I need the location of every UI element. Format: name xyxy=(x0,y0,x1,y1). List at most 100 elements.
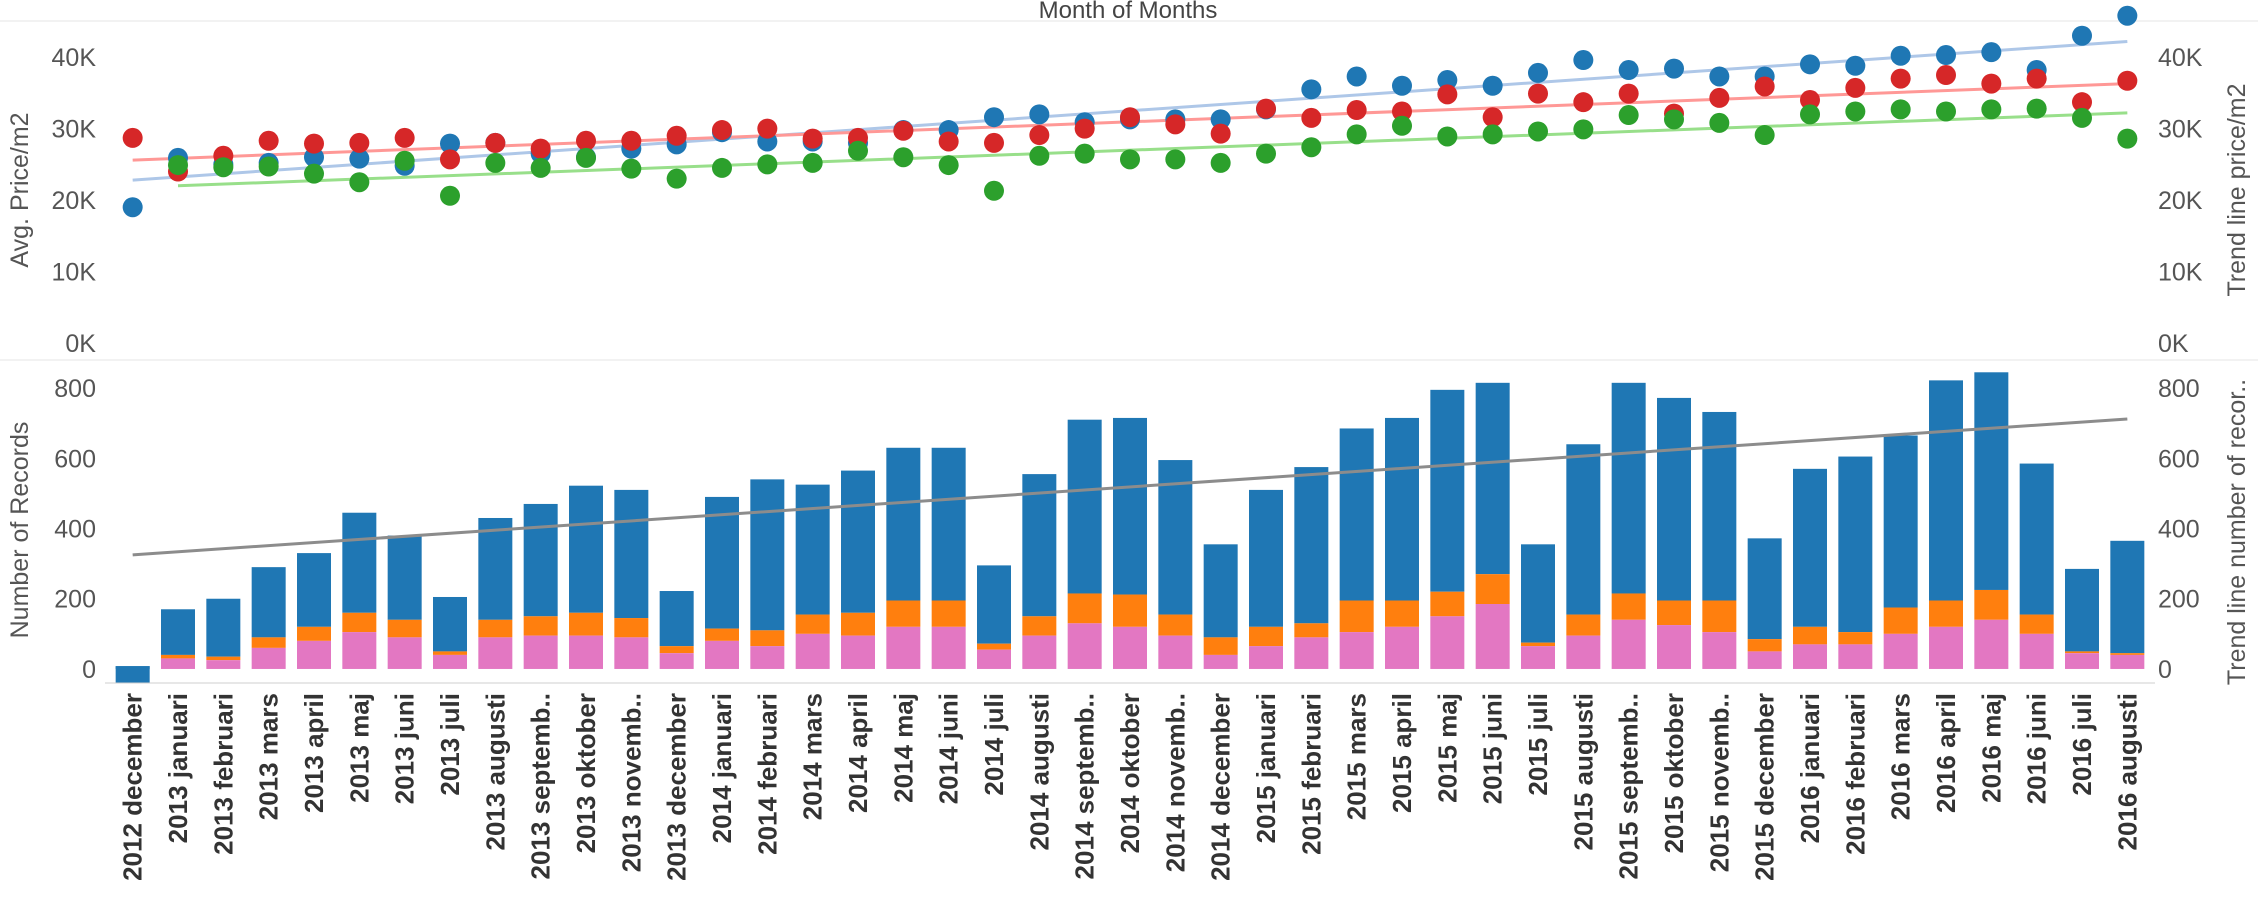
top-y-tick-label: 30K xyxy=(52,116,97,144)
x-tick-label: 2016 maj xyxy=(1976,693,2006,803)
bar-segment-blue xyxy=(1022,474,1057,617)
data-point-green xyxy=(2117,128,2138,149)
data-point-red xyxy=(1936,65,1956,86)
data-point-green xyxy=(621,158,642,179)
bar-segment-orange xyxy=(433,651,467,655)
bar-segment-pink xyxy=(795,633,830,669)
bar-segment-orange xyxy=(1249,626,1283,647)
bar-segment-orange xyxy=(1702,600,1737,633)
bar-segment-blue xyxy=(1203,544,1238,638)
x-tick-label: 2015 maj xyxy=(1432,693,1462,803)
bar-segment-orange xyxy=(1521,642,1555,647)
data-point-red xyxy=(1528,83,1548,104)
data-point-red xyxy=(349,132,370,153)
bar-segment-pink xyxy=(1430,616,1465,669)
data-point-blue xyxy=(1618,60,1639,81)
data-point-red xyxy=(1346,100,1367,121)
bar-segment-orange xyxy=(2110,653,2145,655)
data-point-green xyxy=(938,155,959,176)
bar-segment-pink xyxy=(1793,644,1827,669)
top-y-tick-label-right: 30K xyxy=(2158,116,2203,144)
data-point-green xyxy=(576,147,596,168)
bar-segment-blue xyxy=(1113,417,1147,595)
data-point-green xyxy=(893,147,914,168)
bar-segment-orange xyxy=(614,618,649,638)
x-tick-label: 2013 mars xyxy=(254,693,284,820)
bar-segment-pink xyxy=(251,647,286,669)
data-point-green xyxy=(1482,124,1503,145)
data-point-red xyxy=(1800,90,1820,111)
bar-segment-pink xyxy=(478,637,513,669)
bar-segment-orange xyxy=(1430,591,1465,617)
bar-segment-orange xyxy=(659,646,694,654)
bar-segment-orange xyxy=(1929,600,1963,627)
bar-segment-blue xyxy=(1702,411,1737,601)
bar-segment-pink xyxy=(1067,623,1102,669)
bar-segment-blue xyxy=(342,512,377,613)
x-tick-label: 2014 mars xyxy=(798,693,828,820)
bar-segment-orange xyxy=(569,612,603,636)
data-point-green xyxy=(1890,99,1911,120)
bar-segment-blue xyxy=(705,496,739,629)
bar-segment-blue xyxy=(2065,568,2099,652)
data-point-green xyxy=(1346,124,1367,145)
bottom-panel: 0 0 200 200 400 400 600 600 800 800 xyxy=(0,359,2258,684)
data-point-green xyxy=(1074,143,1095,164)
data-point-green xyxy=(1528,121,1548,142)
data-point-green xyxy=(1800,104,1820,125)
bar-segment-blue xyxy=(1475,382,1510,575)
bar-segment-blue xyxy=(523,503,558,617)
bar-segment-pink xyxy=(569,635,603,669)
x-tick-label: 2013 septemb.. xyxy=(526,693,556,879)
data-point-green xyxy=(213,157,234,178)
bar-segment-pink xyxy=(614,637,649,669)
bottom-y-tick-label-right: 400 xyxy=(2158,516,2200,544)
bar-segment-orange xyxy=(206,656,241,661)
data-point-blue xyxy=(2072,25,2092,46)
bar-segment-orange xyxy=(1339,600,1374,633)
data-point-blue xyxy=(1437,70,1458,91)
bar-segment-blue xyxy=(931,447,966,601)
data-point-red xyxy=(621,130,642,151)
data-point-red xyxy=(1754,76,1775,97)
bar-segment-orange xyxy=(1385,600,1419,627)
bar-segment-orange xyxy=(1974,589,2009,620)
bar-segment-orange xyxy=(1067,593,1102,624)
bar-segment-orange xyxy=(705,628,739,641)
x-tick-label: 2014 novemb.. xyxy=(1160,693,1190,872)
x-tick-label: 2015 april xyxy=(1387,693,1417,813)
bar-segment-blue xyxy=(659,591,694,647)
data-point-red xyxy=(1210,123,1231,144)
bar-segment-blue xyxy=(1657,397,1691,601)
x-tick-label: 2014 januari xyxy=(707,693,737,843)
top-y-tick-label: 10K xyxy=(52,259,97,287)
bar-segment-blue xyxy=(115,666,150,683)
bar-segment-blue xyxy=(614,489,649,619)
bottom-y-axis-right-label: Trend line number of recor.. xyxy=(2223,379,2251,685)
bottom-y-tick-label: 600 xyxy=(54,445,96,473)
data-point-red xyxy=(1256,98,1276,119)
x-tick-label: 2013 oktober xyxy=(571,693,601,853)
data-point-red xyxy=(666,125,687,146)
bar-segment-blue xyxy=(1249,489,1283,627)
data-point-green xyxy=(168,155,188,176)
data-point-blue xyxy=(1709,66,1730,87)
data-point-red xyxy=(984,132,1004,153)
data-point-red xyxy=(1301,107,1322,128)
trend-line-records xyxy=(132,417,2128,557)
bar-segment-pink xyxy=(1385,626,1419,669)
bar-segment-pink xyxy=(1158,635,1193,669)
bar-segment-pink xyxy=(1747,651,1782,669)
bar-segment-blue xyxy=(1339,428,1374,601)
data-point-red xyxy=(530,138,551,159)
top-y-tick-label: 20K xyxy=(52,187,97,215)
data-point-green xyxy=(984,180,1004,201)
chart-title: Month of Months xyxy=(1039,0,1218,24)
bottom-y-tick-label-right: 200 xyxy=(2158,586,2200,614)
data-point-blue xyxy=(1936,45,1956,66)
data-point-blue xyxy=(1845,55,1866,76)
x-tick-label: 2013 februari xyxy=(208,693,238,855)
data-point-green xyxy=(304,163,324,184)
x-tick-label: 2015 januari xyxy=(1251,693,1281,843)
data-point-red xyxy=(2026,68,2047,89)
